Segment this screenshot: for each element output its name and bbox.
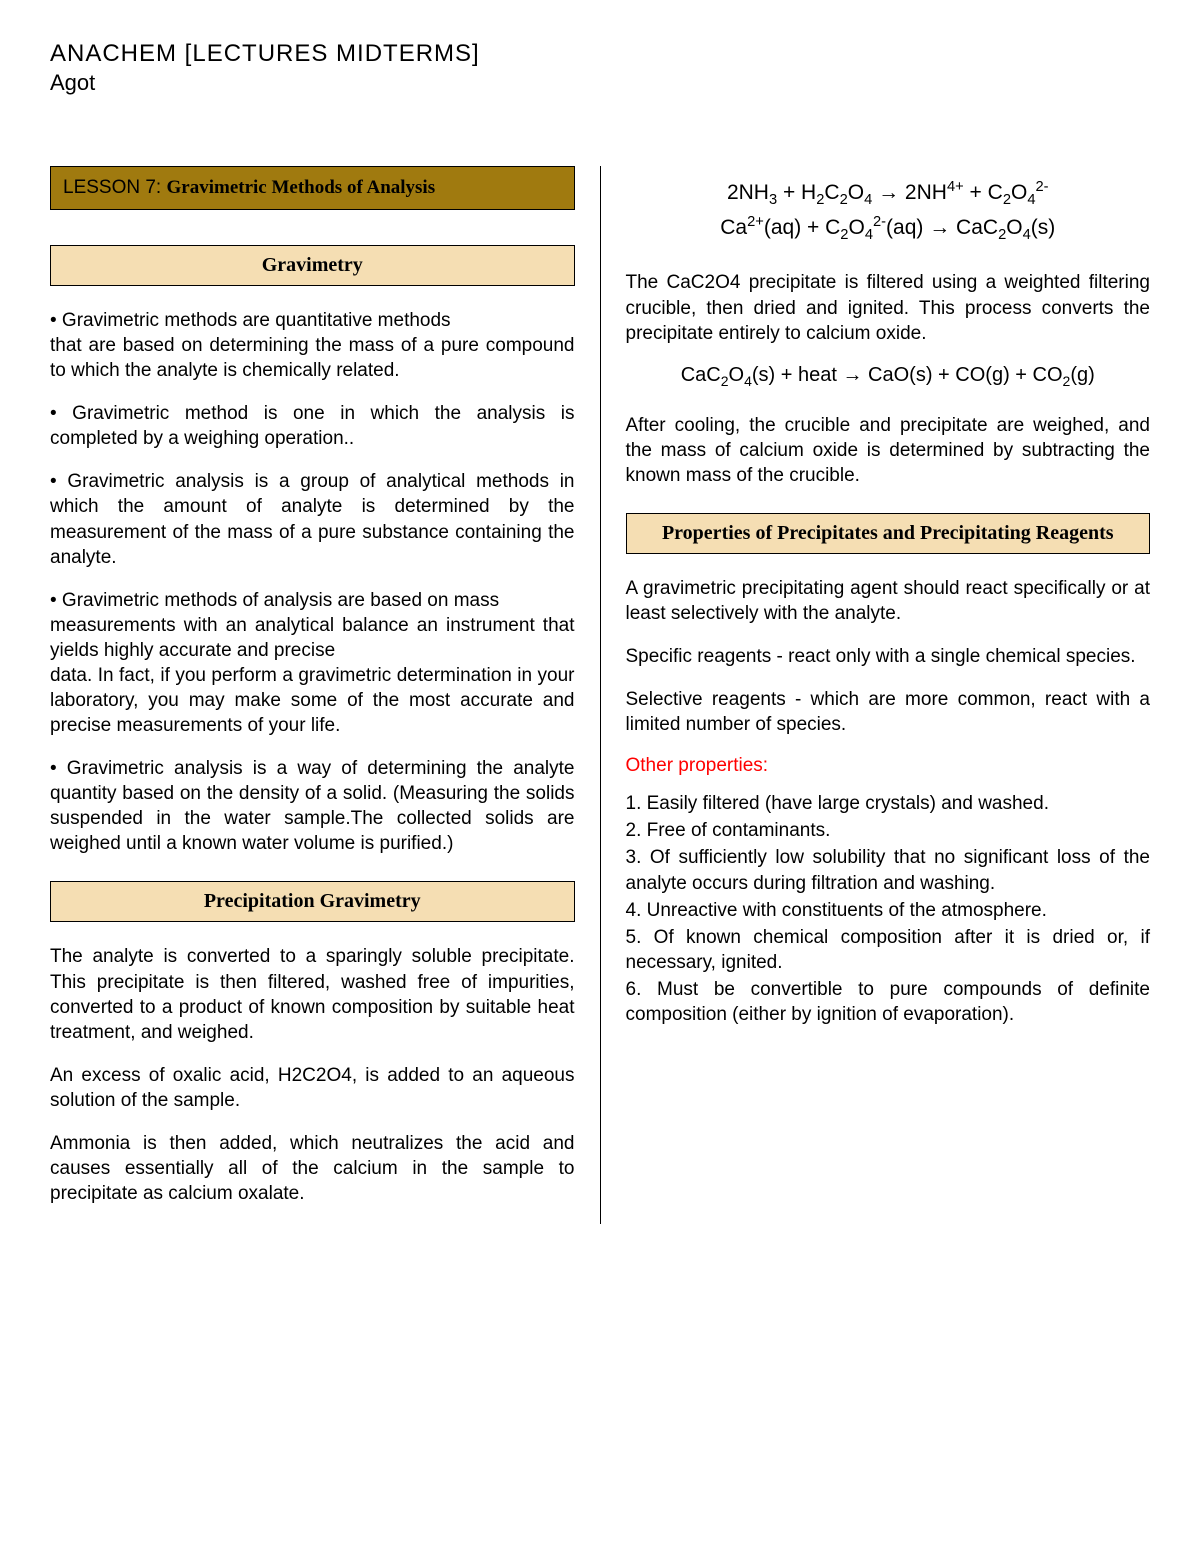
paragraph: Ammonia is then added, which neutralizes… — [50, 1131, 575, 1206]
paragraph: Specific reagents - react only with a si… — [626, 644, 1151, 669]
list-item: 4. Unreactive with constituents of the a… — [626, 898, 1151, 923]
bullet-text: measurements with an analytical balance … — [50, 613, 575, 663]
bullet-item: • Gravimetric methods are quantitative m… — [50, 308, 575, 383]
bullet-text: data. In fact, if you perform a gravimet… — [50, 665, 575, 736]
column-right: 2NH3 + H2C2O4 → 2NH4+ + C2O42- Ca2+(aq) … — [601, 166, 1151, 1224]
list-item: 5. Of known chemical composition after i… — [626, 925, 1151, 975]
bullet-item: • Gravimetric analysis is a way of deter… — [50, 756, 575, 856]
bullet-item: • Gravimetric methods of analysis are ba… — [50, 588, 575, 738]
paragraph: The CaC2O4 precipitate is filtered using… — [626, 270, 1151, 345]
other-properties-label: Other properties: — [626, 755, 1151, 777]
header-author: Agot — [50, 70, 1150, 96]
column-left: LESSON 7: Gravimetric Methods of Analysi… — [50, 166, 601, 1224]
equation-block-1: 2NH3 + H2C2O4 → 2NH4+ + C2O42- Ca2+(aq) … — [626, 176, 1151, 246]
document-header: ANACHEM [LECTURES MIDTERMS] Agot — [50, 40, 1150, 96]
paragraph: The analyte is converted to a sparingly … — [50, 944, 575, 1044]
bullet-first-line: • Gravimetric methods of analysis are ba… — [50, 588, 575, 613]
lesson-prefix: LESSON 7: — [63, 177, 167, 198]
paragraph: A gravimetric precipitating agent should… — [626, 576, 1151, 626]
list-item: 2. Free of contaminants. — [626, 818, 1151, 843]
section-precipitation-title: Precipitation Gravimetry — [50, 881, 575, 922]
list-item: 3. Of sufficiently low solubility that n… — [626, 845, 1151, 895]
paragraph: An excess of oxalic acid, H2C2O4, is add… — [50, 1063, 575, 1113]
bullet-text: that are based on determining the mass o… — [50, 335, 575, 381]
header-title: ANACHEM [LECTURES MIDTERMS] — [50, 40, 1150, 68]
section-properties-title: Properties of Precipitates and Precipita… — [626, 513, 1151, 554]
list-item: 1. Easily filtered (have large crystals)… — [626, 791, 1151, 816]
bullet-item: • Gravimetric method is one in which the… — [50, 401, 575, 451]
equation-block-2: CaC2O4(s) + heat → CaO(s) + CO(g) + CO2(… — [626, 364, 1151, 389]
bullet-item: • Gravimetric analysis is a group of ana… — [50, 469, 575, 569]
list-item: 6. Must be convertible to pure compounds… — [626, 977, 1151, 1027]
paragraph: Selective reagents - which are more comm… — [626, 687, 1151, 737]
section-gravimetry-title: Gravimetry — [50, 245, 575, 286]
lesson-title-box: LESSON 7: Gravimetric Methods of Analysi… — [50, 166, 575, 210]
bullet-first-line: • Gravimetric methods are quantitative m… — [50, 308, 575, 333]
paragraph: After cooling, the crucible and precipit… — [626, 413, 1151, 488]
content-columns: LESSON 7: Gravimetric Methods of Analysi… — [50, 166, 1150, 1224]
lesson-title: Gravimetric Methods of Analysis — [167, 177, 436, 198]
